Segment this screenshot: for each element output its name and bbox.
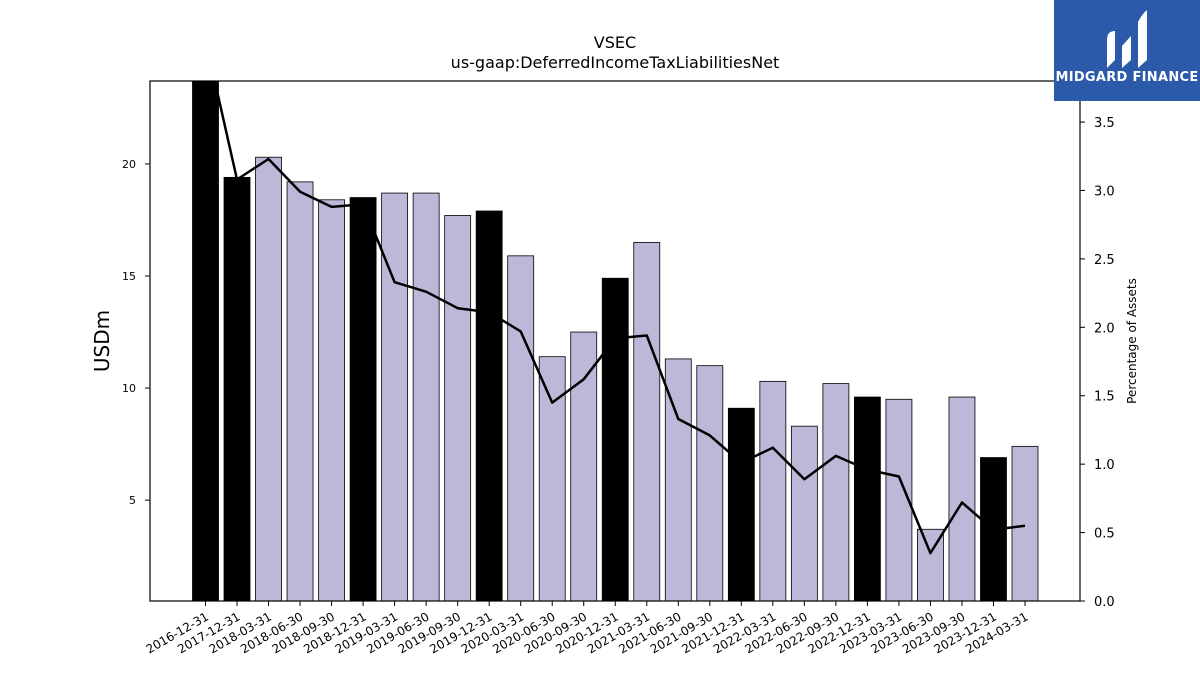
x-axis: 2016-12-312017-12-312018-03-312018-06-30… bbox=[144, 601, 1031, 656]
y2-tick-label: 2.0 bbox=[1094, 321, 1115, 336]
bar-2019-09-30 bbox=[444, 215, 472, 601]
bar-2020-06-30 bbox=[538, 356, 566, 601]
bar-2022-09-30 bbox=[822, 383, 850, 601]
line-layer bbox=[213, 81, 1026, 555]
y2-tick-label: 1.0 bbox=[1094, 458, 1115, 473]
chart-subtitle: us-gaap:DeferredIncomeTaxLiabilitiesNet bbox=[451, 53, 780, 72]
y-axis-label: USDm bbox=[90, 310, 114, 372]
left-axis: 5 10 15 20 bbox=[122, 158, 150, 507]
bars-layer bbox=[192, 81, 1039, 601]
bar-2018-12-31 bbox=[349, 197, 377, 601]
bar-2019-06-30 bbox=[412, 192, 440, 601]
y2-tick-label: 0.0 bbox=[1094, 595, 1115, 610]
bar-2021-12-31 bbox=[727, 407, 755, 601]
y2-tick-label: 3.5 bbox=[1094, 116, 1115, 131]
right-axis: 0.0 0.5 1.0 1.5 2.0 2.5 3.0 3.5 bbox=[1080, 116, 1115, 610]
y-tick-label: 10 bbox=[122, 382, 136, 395]
y-tick-label: 15 bbox=[122, 270, 136, 283]
y2-tick-label: 1.5 bbox=[1094, 390, 1115, 405]
bar-2019-12-31 bbox=[475, 210, 503, 601]
percentage-line bbox=[213, 81, 1026, 555]
bar-2017-12-31 bbox=[223, 176, 251, 601]
bar-2021-09-30 bbox=[696, 365, 724, 601]
y2-tick-label: 2.5 bbox=[1094, 253, 1115, 268]
bar-2018-06-30 bbox=[286, 181, 314, 601]
chart-title: VSEC bbox=[594, 33, 636, 52]
bar-2022-03-31 bbox=[759, 380, 787, 601]
y2-axis-label: Percentage of Assets bbox=[1125, 278, 1139, 404]
brand-logo: MIDGARD FINANCE bbox=[1054, 0, 1200, 101]
bar-2022-12-31 bbox=[854, 396, 881, 601]
bar-2020-03-31 bbox=[507, 255, 535, 601]
y-tick-label: 5 bbox=[129, 494, 136, 507]
bar-2018-03-31 bbox=[255, 156, 282, 601]
bar-2019-03-31 bbox=[381, 192, 409, 601]
bar-2020-09-30 bbox=[570, 331, 598, 601]
bar-2024-03-31 bbox=[1011, 445, 1039, 601]
y2-tick-label: 0.5 bbox=[1094, 527, 1115, 542]
logo-mark-icon bbox=[1107, 10, 1147, 68]
y-tick-label: 20 bbox=[122, 158, 136, 171]
brand-name: MIDGARD FINANCE bbox=[1055, 70, 1198, 85]
bar-2020-12-31 bbox=[601, 277, 629, 601]
bar-2022-06-30 bbox=[790, 425, 818, 601]
bar-2018-09-30 bbox=[318, 199, 345, 601]
bar-2016-12-31 bbox=[192, 81, 219, 601]
y2-tick-label: 3.0 bbox=[1094, 184, 1115, 199]
bar-2023-09-30 bbox=[948, 396, 976, 601]
bar-2021-03-31 bbox=[633, 241, 661, 601]
